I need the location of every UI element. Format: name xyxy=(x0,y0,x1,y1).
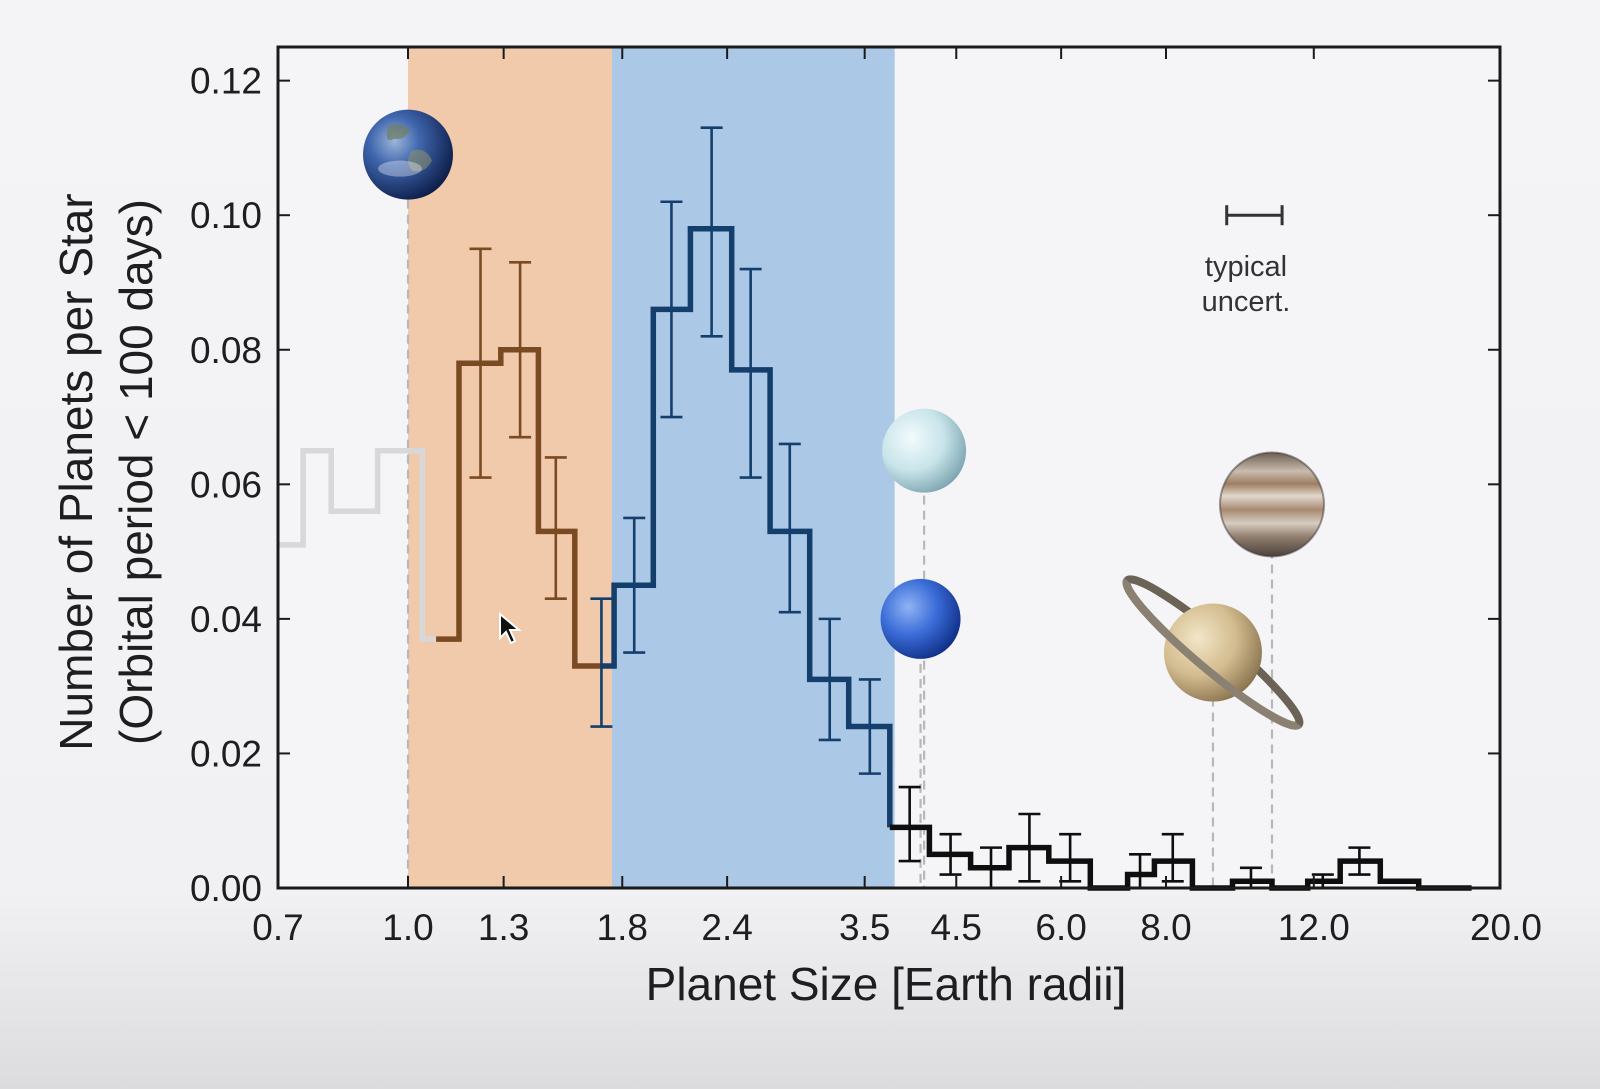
earth-land xyxy=(408,149,433,172)
error-bar xyxy=(898,785,921,863)
x-tick-label: 3.5 xyxy=(839,907,890,948)
uncertainty-note: typical uncert. xyxy=(1202,205,1291,318)
axes-frame xyxy=(276,45,1502,890)
shaded-region-super-earths xyxy=(408,47,613,888)
error-bar xyxy=(818,617,841,742)
x-tick-label: 0.7 xyxy=(252,907,303,948)
y-tick-label: 0.10 xyxy=(190,195,262,236)
y-axis-title-line2: (Orbital period < 100 days) xyxy=(110,199,162,745)
error-bar xyxy=(469,247,492,479)
y-tick-label: 0.00 xyxy=(190,868,262,909)
earth-disc xyxy=(363,109,454,200)
planet-guide-lines xyxy=(406,154,1274,888)
error-bar xyxy=(623,516,646,654)
x-tick-label: 12.0 xyxy=(1278,907,1350,948)
uranus-icon xyxy=(882,408,967,493)
shaded-region-sub-neptunes xyxy=(612,47,895,888)
error-bar xyxy=(778,442,801,614)
x-tick-label: 2.4 xyxy=(701,907,752,948)
x-tick-label: 8.0 xyxy=(1140,907,1191,948)
y-tick-label: 0.04 xyxy=(190,599,262,640)
neptune-icon xyxy=(880,578,961,659)
uranus-disc xyxy=(882,408,967,493)
earth-land xyxy=(386,124,411,141)
step-line-mid-planets xyxy=(601,225,893,828)
histogram-series xyxy=(278,126,1472,891)
x-tick-label: 6.0 xyxy=(1035,907,1086,948)
saturn-ring-front xyxy=(1122,577,1302,730)
error-bar xyxy=(739,267,762,479)
neptune-disc xyxy=(880,578,961,659)
series-small-planets xyxy=(436,247,602,669)
error-bar xyxy=(1059,832,1082,883)
error-bar xyxy=(858,678,881,775)
saturn-disc xyxy=(1163,603,1262,702)
uncertainty-note-line2: uncert. xyxy=(1202,286,1291,318)
series-mid-planets xyxy=(590,126,893,828)
error-bar xyxy=(939,832,962,876)
step-line-below-detection xyxy=(278,447,437,642)
x-tick-label: 1.0 xyxy=(382,907,433,948)
x-tick-label: 20.0 xyxy=(1470,907,1542,948)
planet-images xyxy=(363,109,1326,730)
error-bar xyxy=(590,597,613,728)
x-tick-label: 1.3 xyxy=(478,907,529,948)
series-large-planets xyxy=(889,785,1472,891)
saturn-icon xyxy=(1122,575,1304,730)
y-axis-title-line1: Number of Planets per Star xyxy=(50,193,102,750)
mouse-cursor-icon xyxy=(499,612,522,645)
error-bar xyxy=(1018,812,1041,883)
x-axis-title: Planet Size [Earth radii] xyxy=(646,958,1127,1010)
y-tick-label: 0.06 xyxy=(190,464,262,505)
error-bar xyxy=(660,200,683,419)
y-tick-label: 0.02 xyxy=(190,733,262,774)
error-bar xyxy=(700,126,723,338)
uncertainty-bar xyxy=(1225,205,1284,226)
earth-clouds xyxy=(378,160,423,177)
earth-icon xyxy=(363,109,454,200)
y-axis-title: Number of Planets per Star (Orbital peri… xyxy=(50,193,162,750)
error-bar xyxy=(509,260,532,439)
jupiter-icon xyxy=(1219,451,1326,558)
axis-ticks: 0.00 0.02 0.04 0.06 0.08 0.10 0.12 0.7 1.0 1.3 1.8… xyxy=(190,47,1542,948)
y-tick-label: 0.08 xyxy=(190,330,262,371)
uncertainty-note-line1: typical xyxy=(1205,251,1287,283)
jupiter-limb xyxy=(1219,451,1326,558)
x-tick-label: 1.8 xyxy=(597,907,648,948)
y-tick-label: 0.12 xyxy=(190,61,262,102)
plot-frame xyxy=(276,45,1502,890)
x-tick-label: 4.5 xyxy=(931,907,982,948)
jupiter-disc xyxy=(1220,452,1325,557)
error-bar xyxy=(1348,846,1371,876)
series-below-detection xyxy=(278,447,437,642)
saturn-ring-front-group xyxy=(1122,577,1302,730)
error-bar xyxy=(544,456,567,600)
